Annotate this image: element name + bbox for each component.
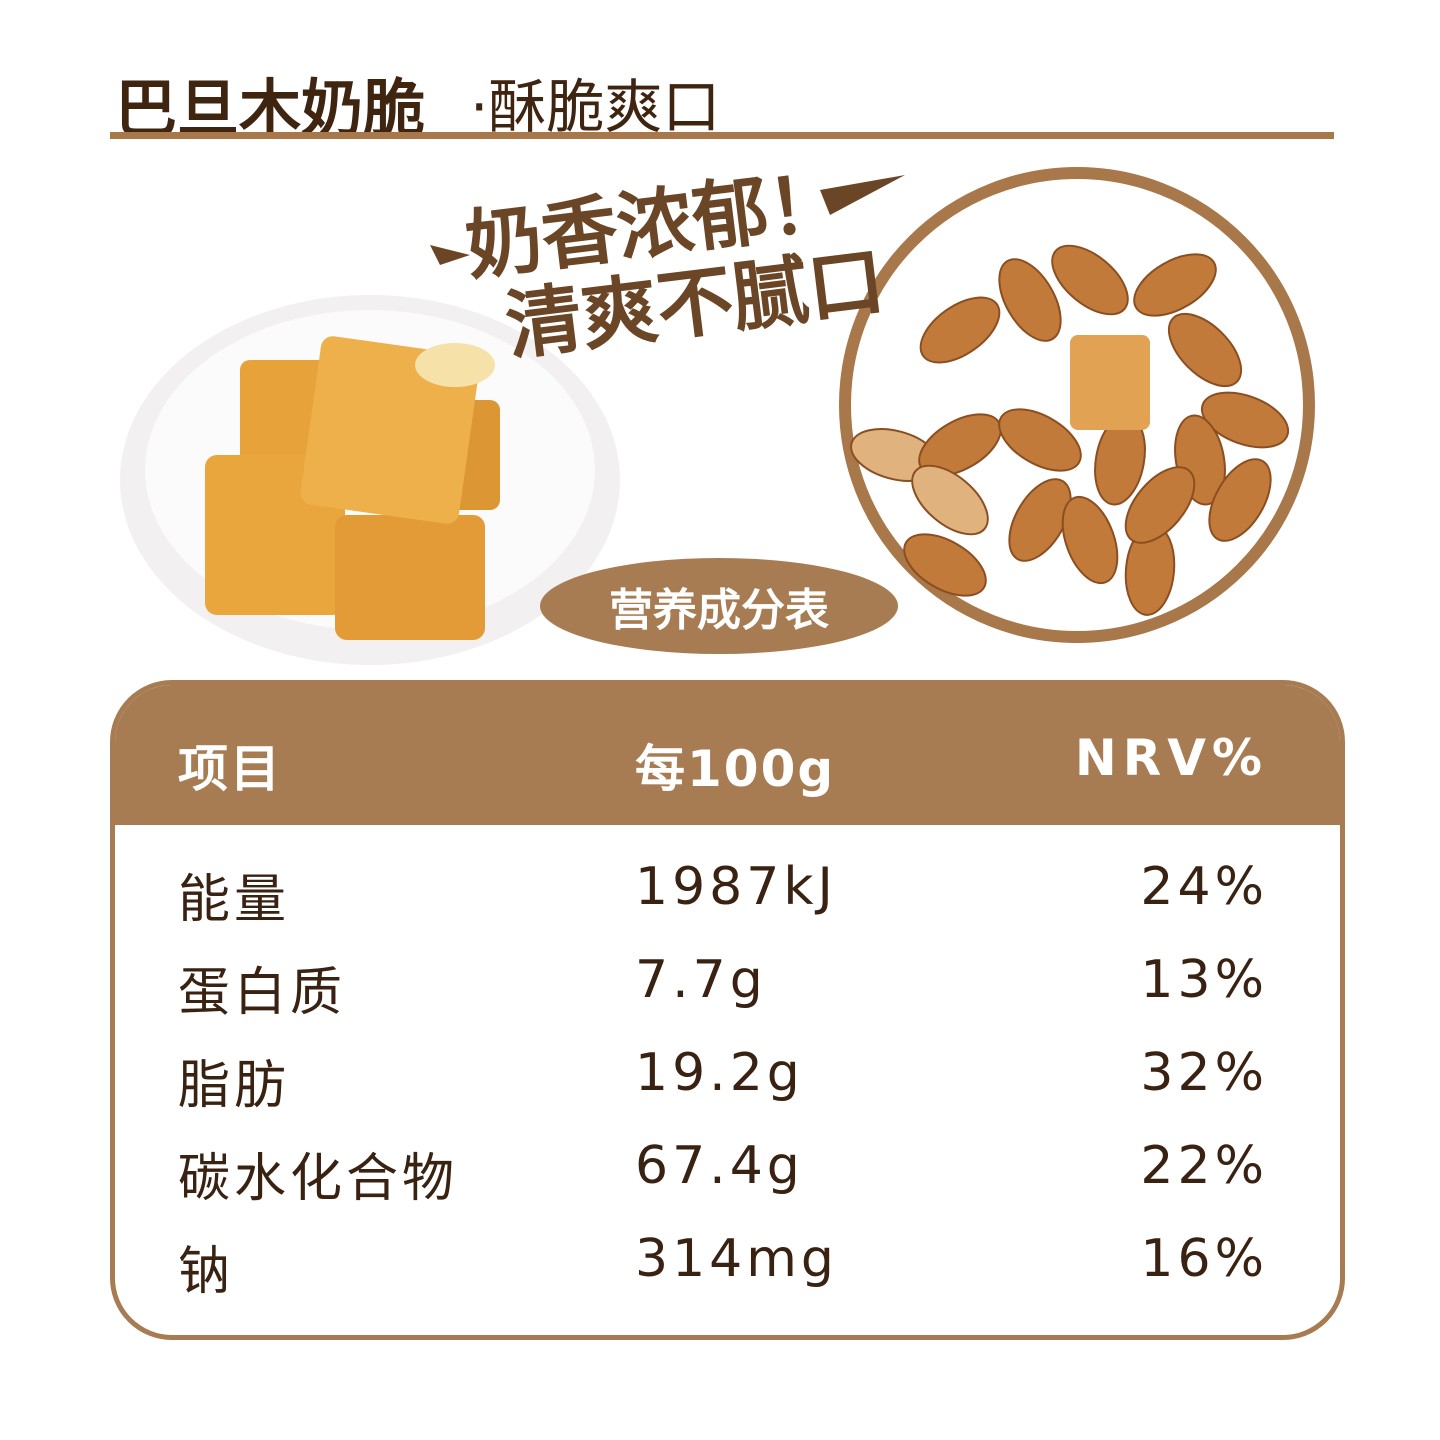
table-cell: 24%: [1140, 857, 1268, 917]
table-header: 项目 每100g NRV%: [115, 685, 1340, 825]
table-cell: 16%: [1140, 1229, 1268, 1289]
table-header-cell: 项目: [178, 740, 282, 798]
table-cell: 钠: [178, 1242, 235, 1302]
badge: 营养成分表: [540, 558, 898, 654]
burst: [430, 245, 470, 265]
divider: [110, 132, 1334, 139]
nutrition-table: 项目 每100g NRV% 能量 1987kJ 24% 蛋白质 7.7g 13% 脂肪 19.2g…: [110, 680, 1345, 1340]
table-cell: 67.4g: [635, 1136, 804, 1196]
table-cell: 32%: [1140, 1043, 1268, 1103]
table-cell: 脂肪: [178, 1056, 291, 1116]
table-cell: 19.2g: [635, 1043, 804, 1103]
subtitle: ·酥脆爽口: [470, 73, 721, 141]
table-cell: 能量: [178, 870, 291, 930]
burst: [820, 175, 905, 215]
table-header-cell: 每100g: [635, 740, 836, 798]
table-cell: 7.7g: [635, 950, 767, 1010]
candy-cubes: [205, 336, 500, 640]
table-cell: 1987kJ: [635, 857, 837, 917]
table-cell: 314mg: [635, 1229, 838, 1289]
illustrations: [120, 167, 1315, 665]
table-header-cell: NRV%: [1074, 729, 1268, 787]
table-cell: 碳水化合物: [178, 1149, 459, 1209]
table-cell: 13%: [1140, 950, 1268, 1010]
table-cell: 蛋白质: [178, 963, 347, 1023]
almonds: [850, 244, 1290, 616]
table-cell: 22%: [1140, 1136, 1268, 1196]
